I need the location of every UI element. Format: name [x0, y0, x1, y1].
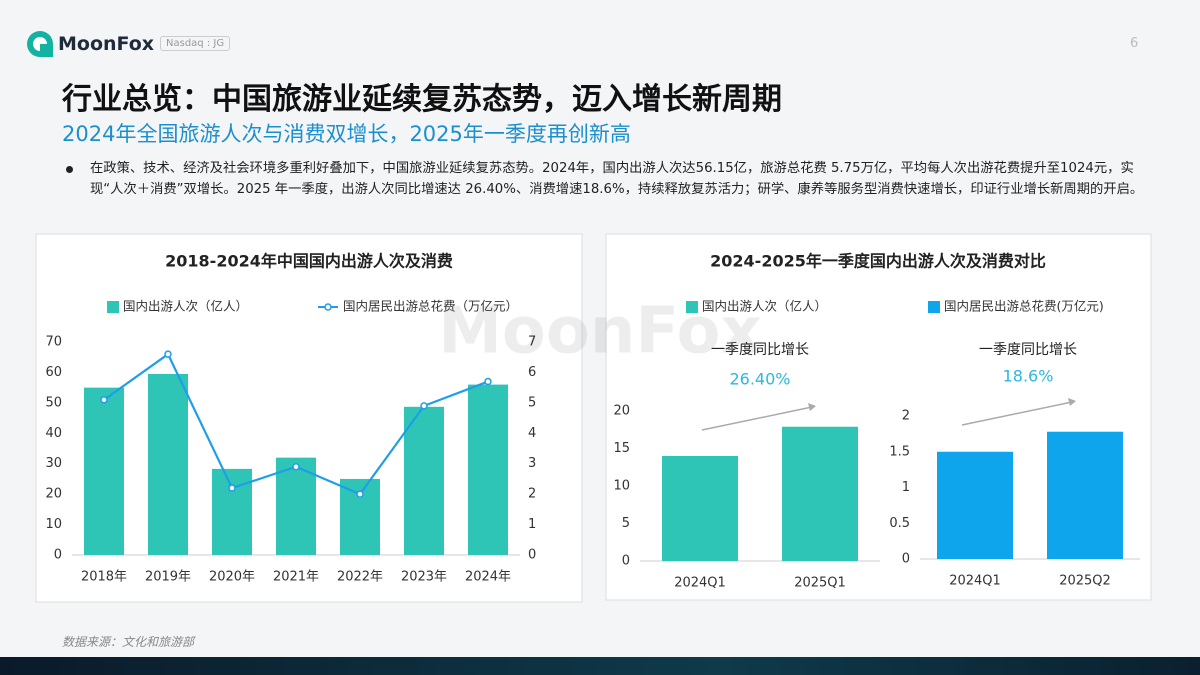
point: [356, 490, 364, 498]
x-tick-label: 2025Q2: [1059, 574, 1111, 589]
trend-arrow: [961, 401, 1073, 426]
y2-tick-label: 2: [528, 487, 536, 502]
point: [420, 402, 428, 410]
body-text: 在政策、技术、经济及社会环境多重利好叠加下，中国旅游业延续复苏态势。2024年，…: [90, 161, 1144, 197]
y2-tick-label: 0: [528, 548, 536, 563]
point: [100, 396, 108, 404]
chart-title: 2018-2024年中国国内出游人次及消费: [165, 252, 453, 271]
y2-tick-label: 1: [528, 517, 536, 532]
point: [164, 350, 172, 358]
y-tick-label: 70: [45, 335, 62, 350]
x-tick-label: 2025Q1: [794, 576, 846, 591]
source-note: 数据来源：文化和旅游部: [62, 635, 195, 649]
y2-tick-label: 3: [528, 456, 536, 471]
chart-title: 2024-2025年一季度国内出游人次及消费对比: [710, 252, 1046, 271]
annotation-value: 26.40%: [729, 370, 790, 389]
x-tick-label: 2018年: [81, 570, 127, 585]
arrow-head: [808, 403, 816, 411]
bar: [148, 373, 188, 555]
y-tick-label: 20: [613, 404, 630, 419]
y-tick-label: 30: [45, 456, 62, 471]
footer-bar: [0, 657, 1200, 675]
bar: [1047, 431, 1123, 559]
bar: [84, 387, 124, 555]
x-tick-label: 2022年: [337, 570, 383, 585]
watermark: MoonFox: [438, 295, 762, 369]
legend-swatch: [686, 301, 698, 313]
x-tick-label: 2024Q1: [674, 576, 726, 591]
point: [484, 377, 492, 386]
legend-swatch: [324, 303, 332, 311]
point: [228, 484, 236, 492]
legend-label: 国内出游人次（亿人）: [702, 299, 827, 314]
exchange-tag: Nasdaq : JG: [160, 36, 231, 51]
bar: [937, 451, 1013, 559]
y-tick-label: 0.5: [889, 516, 910, 531]
point: [292, 463, 300, 471]
bar: [662, 456, 738, 561]
x-tick-label: 2021年: [273, 570, 319, 585]
slide-title: 行业总览：中国旅游业延续复苏态势，迈入增长新周期: [62, 82, 782, 117]
y-tick-label: 5: [622, 516, 630, 531]
bar: [782, 426, 858, 561]
slide-subtitle: 2024年全国旅游人次与消费双增长，2025年一季度再创新高: [62, 122, 631, 146]
annotation: 一季度同比增长: [711, 342, 809, 358]
arrow-head: [1068, 398, 1076, 406]
y2-tick-label: 7: [528, 335, 536, 350]
annotation: 一季度同比增长: [979, 342, 1077, 358]
annotation-value: 18.6%: [1003, 367, 1054, 386]
y-tick-label: 50: [45, 395, 62, 410]
charts: MoonFox 2018-2024年中国国内出游人次及消费01020304050…: [35, 233, 1152, 603]
x-tick-label: 2024年: [465, 570, 511, 585]
bar: [468, 384, 508, 555]
y-tick-label: 10: [45, 517, 62, 532]
legend-swatch: [928, 301, 940, 313]
y2-tick-label: 4: [528, 426, 536, 441]
trend-arrow: [701, 406, 813, 431]
y-tick-label: 0: [54, 548, 62, 563]
y-tick-label: 10: [613, 479, 630, 494]
logo-text: MoonFox: [58, 33, 155, 55]
bar: [212, 468, 252, 555]
legend-label: 国内居民出游总花费(万亿元): [944, 299, 1104, 314]
y-tick-label: 2: [902, 409, 910, 424]
x-tick-label: 2024Q1: [949, 574, 1001, 589]
y2-tick-label: 6: [528, 365, 536, 380]
y-tick-label: 40: [45, 426, 62, 441]
y-tick-label: 60: [45, 365, 62, 380]
legend-label: 国内居民出游总花费（万亿元）: [343, 299, 518, 314]
logo-icon: [27, 31, 53, 57]
y-tick-label: 20: [45, 487, 62, 502]
y-tick-label: 0: [622, 554, 630, 569]
legend-swatch: [107, 301, 119, 313]
x-tick-label: 2020年: [209, 570, 255, 585]
page-number: 6: [1130, 36, 1139, 51]
x-tick-label: 2019年: [145, 570, 191, 585]
y-tick-label: 15: [613, 441, 630, 456]
y-tick-label: 1.5: [889, 444, 910, 459]
y-tick-label: 0: [902, 552, 910, 567]
bar: [276, 457, 316, 555]
bar: [404, 406, 444, 555]
bar: [340, 478, 380, 555]
bullet: [66, 166, 73, 173]
y-tick-label: 1: [902, 480, 910, 495]
x-tick-label: 2023年: [401, 570, 447, 585]
y2-tick-label: 5: [528, 395, 536, 410]
legend-label: 国内出游人次（亿人）: [123, 299, 248, 314]
